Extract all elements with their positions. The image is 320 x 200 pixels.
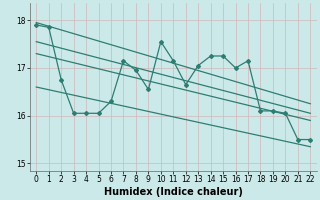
X-axis label: Humidex (Indice chaleur): Humidex (Indice chaleur) (104, 187, 243, 197)
